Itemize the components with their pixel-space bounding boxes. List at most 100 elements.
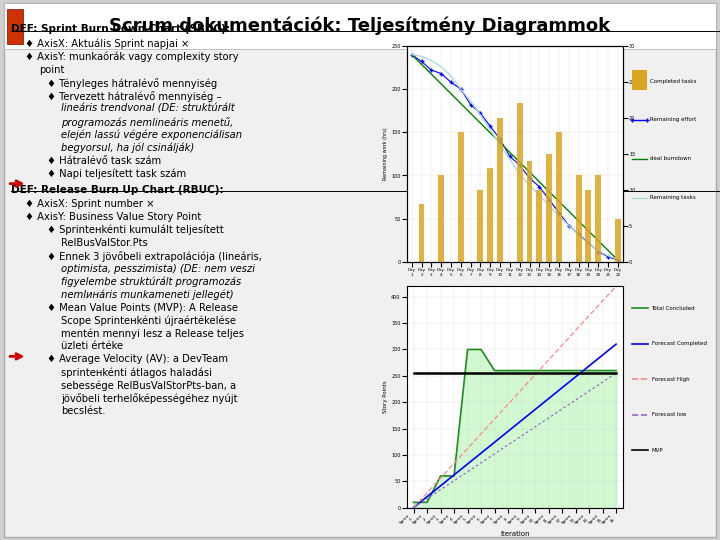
Text: mentén mennyi lesz a Release teljes: mentén mennyi lesz a Release teljes	[61, 328, 244, 339]
Text: figyelembe struktúrált programozás: figyelembe struktúrált programozás	[61, 276, 241, 287]
Forecast Completed	[598, 352, 607, 359]
Total Concluded	[517, 367, 526, 374]
Remaining effort	[584, 240, 593, 246]
Line: Total Concluded: Total Concluded	[413, 349, 616, 502]
Forecast low	[544, 415, 553, 421]
Bar	[487, 168, 493, 262]
Total Concluded	[571, 367, 580, 374]
Line: Forecast High: Forecast High	[413, 286, 616, 508]
Forecast low	[490, 450, 499, 457]
Remaining tasks	[604, 253, 613, 259]
Total Concluded	[463, 346, 472, 353]
Forecast low	[612, 370, 621, 376]
FancyBboxPatch shape	[4, 3, 716, 537]
Forecast High	[504, 401, 513, 408]
Remaining tasks	[437, 63, 446, 70]
Text: ♦ Ennek 3 jövőbeli extrapolációja (lineáris,: ♦ Ennek 3 jövőbeli extrapolációja (lineá…	[47, 251, 261, 261]
Text: DEF: Release Burn Up Chart (RBUC):: DEF: Release Burn Up Chart (RBUC):	[11, 185, 223, 195]
Forecast low	[558, 406, 567, 412]
Text: optimista, pesszimista) (DE: nem veszi: optimista, pesszimista) (DE: nem veszi	[61, 264, 255, 274]
Remaining tasks	[446, 73, 455, 79]
MVP	[612, 370, 621, 376]
Text: Remaining effort: Remaining effort	[650, 117, 696, 123]
Forecast High	[423, 490, 431, 496]
Bar	[546, 154, 552, 262]
Remaining effort	[535, 184, 544, 190]
Remaining effort	[505, 153, 514, 160]
Total Concluded	[450, 472, 459, 479]
Total Concluded	[490, 367, 499, 374]
deal burndown	[613, 257, 622, 264]
Text: Total Concluded: Total Concluded	[652, 306, 695, 311]
MVP	[558, 370, 567, 376]
Remaining effort	[467, 102, 475, 108]
Forecast Completed	[585, 363, 593, 369]
Remaining effort	[486, 123, 495, 130]
Forecast High	[517, 386, 526, 393]
Bar	[526, 161, 533, 262]
FancyBboxPatch shape	[631, 70, 647, 90]
Remaining tasks	[525, 182, 534, 188]
Remaining tasks	[408, 51, 416, 58]
Text: sprintенkénti átlagos haladási: sprintенkénti átlagos haladási	[61, 367, 212, 377]
Remaining tasks	[427, 57, 436, 64]
deal burndown	[575, 218, 583, 224]
Bar	[595, 176, 601, 262]
MVP	[423, 370, 431, 376]
Forecast low	[517, 433, 526, 439]
Text: ♦ AxisX: Aktuális Sprint napjai ×: ♦ AxisX: Aktuális Sprint napjai ×	[25, 39, 189, 49]
Bar	[556, 132, 562, 262]
Text: ♦ Hátralévő task szám: ♦ Hátralévő task szám	[47, 156, 161, 166]
Text: üzleti értéke: üzleti értéke	[61, 341, 123, 352]
Y-axis label: Story Points: Story Points	[383, 381, 388, 413]
deal burndown	[437, 80, 446, 87]
deal burndown	[417, 61, 426, 68]
Text: lineáris trendvonal (DE: struktúrált: lineáris trendvonal (DE: struktúrált	[61, 104, 235, 114]
Bar	[497, 118, 503, 262]
Bar	[576, 176, 582, 262]
Remaining effort	[516, 162, 524, 168]
Total Concluded	[504, 367, 513, 374]
MVP	[571, 370, 580, 376]
Remaining effort	[594, 248, 603, 255]
Total Concluded	[409, 499, 418, 505]
deal burndown	[427, 71, 436, 77]
Forecast High	[544, 357, 553, 363]
Remaining tasks	[545, 202, 554, 209]
MVP	[409, 370, 418, 376]
Remaining effort	[525, 175, 534, 181]
Forecast Completed	[423, 494, 431, 500]
MVP	[450, 370, 459, 376]
Text: Forecast High: Forecast High	[652, 377, 689, 382]
Line: Remaining effort: Remaining effort	[410, 53, 620, 262]
Text: DEF: Sprint Burn Down Chart (SBDC):: DEF: Sprint Burn Down Chart (SBDC):	[11, 24, 230, 35]
Total Concluded	[585, 367, 593, 374]
Bar	[477, 190, 483, 262]
Line: Remaining tasks: Remaining tasks	[412, 55, 618, 259]
Line: Forecast low: Forecast low	[413, 373, 616, 508]
Text: Remaining tasks: Remaining tasks	[650, 195, 696, 200]
MVP	[531, 370, 539, 376]
Remaining effort	[437, 70, 446, 77]
Remaining effort	[456, 86, 465, 92]
Forecast High	[558, 342, 567, 348]
Forecast low	[598, 379, 607, 386]
MVP	[598, 370, 607, 376]
Text: elején lassú végére exponenciálisan: elején lassú végére exponenciálisan	[61, 130, 243, 140]
Forecast low	[504, 442, 513, 448]
MVP	[463, 370, 472, 376]
Text: nemlинáris munkameneti jellegét): nemlинáris munkameneti jellegét)	[61, 289, 234, 300]
Forecast Completed	[436, 483, 445, 489]
Forecast Completed	[409, 504, 418, 511]
Forecast High	[612, 283, 621, 289]
Forecast low	[531, 424, 539, 430]
Bar	[536, 190, 542, 262]
Text: ♦ Sprintенkénti kumulált teljesített: ♦ Sprintенkénti kumulált teljesített	[47, 225, 223, 235]
deal burndown	[505, 149, 514, 156]
deal burndown	[604, 247, 613, 254]
Text: ♦ Average Velocity (AV): a DevTeam: ♦ Average Velocity (AV): a DevTeam	[47, 354, 228, 364]
Forecast Completed	[612, 341, 621, 347]
Remaining effort	[408, 51, 416, 58]
Total Concluded	[558, 367, 567, 374]
Text: Forecast low: Forecast low	[652, 412, 686, 417]
